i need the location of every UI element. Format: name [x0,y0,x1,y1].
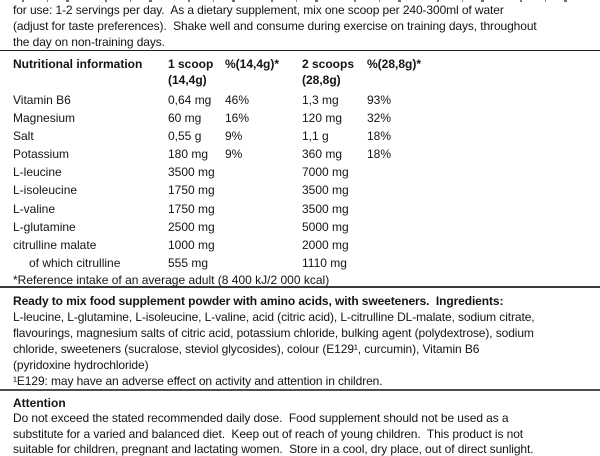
pct-2-scoops: 18% [367,128,392,143]
column-header-2-scoops: 2 scoops (28,8g) [302,57,355,87]
amount-2-scoops: 360 mg [302,147,343,162]
amount-2-scoops: 1,1 g [302,128,329,143]
table-row: L-valine 1750 mg 3500 mg [13,201,587,219]
ingredients-line: flavourings, magnesium salts of citric a… [13,326,534,341]
nutrient-name: Potassium [13,147,70,162]
pct-2-scoops: 93% [367,92,392,107]
attention-line: Do not exceed the stated recommended dai… [13,411,509,426]
reference-intake-note: *Reference intake of an average adult (8… [13,273,330,288]
attention-line: suitable for children, pregnant and lact… [13,442,534,456]
e129-footnote: ¹E129: may have an adverse effect on act… [13,374,383,389]
divider-line-top [0,50,600,51]
amount-1-scoop: 2500 mg [168,219,215,234]
usage-paragraph: for use: 1-2 servings per day. As a diet… [13,2,587,50]
amount-1-scoop: 1000 mg [168,238,215,252]
usage-line: (adjust for taste preferences). Shake we… [13,19,537,33]
nutrition-table: Nutritional information 1 scoop (14,4g) … [13,56,587,288]
table-row: Salt 0,55 g 9% 1,1 g 18% [13,128,587,146]
table-row: L-leucine 3500 mg 7000 mg [13,164,587,182]
column-header-nutritional-information: Nutritional information [13,57,143,71]
cut-off-text-remnant [0,0,600,2]
pct-2-scoops: 18% [367,147,392,162]
nutrient-name: Vitamin B6 [13,92,71,107]
nutrient-name-sub: of which citrulline [29,256,121,271]
amount-2-scoops: 3500 mg [302,201,349,216]
amount-2-scoops: 1,3 mg [302,92,339,107]
pct-1-scoop: 9% [225,147,243,162]
amount-1-scoop: 60 mg [168,110,202,125]
table-body: Vitamin B6 0,64 mg 46% 1,3 mg 93% Magnes… [13,92,587,274]
nutrient-name: L-glutamine [13,219,76,234]
nutrient-name: L-leucine [13,165,62,180]
column-header-pct-28-8g: %(28,8g)* [367,57,422,71]
nutrient-name: L-isoleucine [13,183,78,198]
attention-heading: Attention [13,396,66,411]
pct-2-scoops: 32% [367,110,392,125]
table-row: Vitamin B6 0,64 mg 46% 1,3 mg 93% [13,92,587,110]
table-row: L-glutamine 2500 mg 5000 mg [13,219,587,237]
table-row: Magnesium 60 mg 16% 120 mg 32% [13,110,587,128]
ingredients-section: Ready to mix food supplement powder with… [13,288,587,389]
attention-paragraph: Do not exceed the stated recommended dai… [13,411,587,456]
table-row: citrulline malate 1000 mg 2000 mg [13,237,587,255]
ingredients-line: chloride, sweeteners (sucralose, steviol… [13,342,480,357]
divider-line-table-bottom [0,286,600,289]
nutrient-name: L-valine [13,201,56,216]
table-row: Potassium 180 mg 9% 360 mg 18% [13,146,587,164]
table-header-row: Nutritional information 1 scoop (14,4g) … [13,56,587,88]
amount-1-scoop: 1750 mg [168,201,215,216]
ingredients-heading-line: Ready to mix food supplement powder with… [13,294,504,309]
pct-1-scoop: 9% [225,128,243,143]
usage-line: for use: 1-2 servings per day. As a diet… [13,3,504,17]
nutrient-name: Magnesium [13,110,76,125]
amount-2-scoops: 120 mg [302,110,343,125]
attention-section: Attention Do not exceed the stated recom… [13,391,587,456]
amount-1-scoop: 1750 mg [168,183,215,198]
table-row: of which citrulline 555 mg 1110 mg [13,255,587,273]
amount-2-scoops: 7000 mg [302,165,349,180]
amount-1-scoop: 180 mg [168,147,209,162]
amount-1-scoop: 0,55 g [168,128,202,143]
amount-2-scoops: 5000 mg [302,219,349,234]
amount-1-scoop: 0,64 mg [168,92,212,107]
table-row: L-isoleucine 1750 mg 3500 mg [13,182,587,200]
ingredients-line: L-leucine, L-glutamine, L-isoleucine, L-… [13,310,535,325]
nutrient-name: citrulline malate [13,238,97,252]
usage-line: the day on non-training days. [13,35,165,49]
amount-1-scoop: 3500 mg [168,165,215,180]
column-header-1-scoop: 1 scoop (14,4g) [168,57,214,87]
divider-line-footnote [0,389,600,392]
pct-1-scoop: 16% [225,110,250,125]
amount-1-scoop: 555 mg [168,256,209,271]
column-header-pct-14-4g: %(14,4g)* [225,57,280,71]
amount-2-scoops: 1110 mg [302,256,347,271]
nutrient-name: Salt [13,128,34,143]
amount-2-scoops: 2000 mg [302,238,349,252]
attention-line: substitute for a varied and balanced die… [13,426,524,441]
pct-1-scoop: 46% [225,92,250,107]
ingredients-line: (pyridoxine hydrochloride) [13,358,149,373]
amount-2-scoops: 3500 mg [302,183,349,198]
